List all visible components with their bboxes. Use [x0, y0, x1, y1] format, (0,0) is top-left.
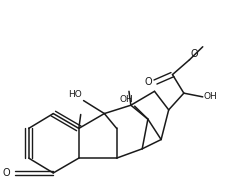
Text: OH: OH: [120, 95, 133, 104]
Text: O: O: [144, 77, 152, 87]
Text: OH: OH: [204, 92, 218, 101]
Text: O: O: [191, 49, 198, 59]
Text: O: O: [2, 168, 10, 178]
Text: HO: HO: [68, 90, 82, 99]
